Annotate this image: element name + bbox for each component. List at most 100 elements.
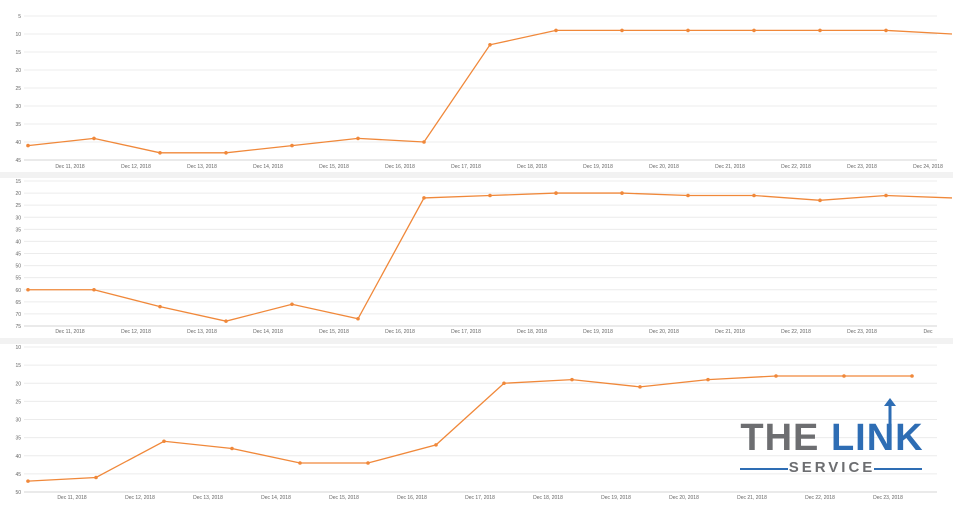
data-point[interactable] (290, 302, 294, 307)
y-tick-label: 10 (15, 345, 21, 351)
x-tick-label: Dec 21, 2018 (737, 495, 767, 501)
x-tick-label: Dec 18, 2018 (533, 495, 563, 501)
y-tick-label: 60 (15, 288, 21, 294)
x-tick-label: Dec 23, 2018 (847, 329, 877, 335)
logo-word-the: THE (740, 417, 820, 459)
data-point[interactable] (884, 193, 888, 198)
x-tick-label: Dec 14, 2018 (261, 495, 291, 501)
data-point[interactable] (230, 446, 234, 451)
x-tick-label: Dec 21, 2018 (715, 164, 745, 170)
x-tick-label: Dec 12, 2018 (125, 495, 155, 501)
logo-line-right (874, 468, 922, 470)
data-point[interactable] (290, 143, 294, 148)
logo-wordmark: THE LINK (738, 418, 926, 458)
x-tick-label: Dec 11, 2018 (55, 164, 85, 170)
y-tick-label: 40 (15, 239, 21, 245)
data-point[interactable] (570, 377, 574, 382)
x-tick-label: Dec 19, 2018 (583, 329, 613, 335)
chart-separator (0, 172, 953, 178)
data-point[interactable] (752, 193, 756, 198)
chart-2: 15 20 25 30 35 40 45 50 55 60 65 70 75 Dec 11, 2018 De… (0, 179, 953, 344)
x-tick-label: Dec 20, 2018 (669, 495, 699, 501)
chart-1: 5 10 15 20 25 30 35 40 45 Dec 11, 2018 Dec 12, 201… (0, 14, 953, 178)
y-tick-label: 45 (15, 158, 21, 164)
data-point[interactable] (752, 28, 756, 33)
y-tick-label: 30 (15, 215, 21, 221)
data-point[interactable] (554, 28, 558, 33)
data-point[interactable] (686, 193, 690, 198)
x-tick-label: Dec 18, 2018 (517, 329, 547, 335)
data-point[interactable] (92, 287, 96, 292)
data-point[interactable] (620, 191, 624, 195)
data-point[interactable] (356, 136, 360, 141)
y-tick-label: 30 (15, 418, 21, 424)
y-tick-label: 45 (15, 472, 21, 478)
data-point[interactable] (884, 28, 888, 33)
x-tick-label: Dec 16, 2018 (397, 495, 427, 501)
data-point[interactable] (422, 140, 426, 144)
data-point[interactable] (434, 443, 438, 447)
x-tick-label: Dec 15, 2018 (319, 329, 349, 335)
data-point[interactable] (910, 374, 914, 378)
y-tick-label: 35 (15, 436, 21, 442)
logo-subtitle: SERVICE (788, 459, 876, 476)
y-tick-label: 20 (15, 68, 21, 74)
data-point[interactable] (818, 198, 822, 203)
data-point[interactable] (224, 319, 228, 323)
logo: THE LINK SERVICE (738, 398, 926, 480)
data-point[interactable] (158, 151, 162, 155)
y-tick-label: 75 (15, 324, 21, 330)
data-point[interactable] (26, 287, 30, 292)
data-point[interactable] (94, 475, 98, 480)
x-tick-label: Dec 13, 2018 (187, 329, 217, 335)
x-tick-label: Dec 24, 2018 (913, 164, 943, 170)
x-tick-label: Dec 12, 2018 (121, 164, 151, 170)
x-tick-label: Dec 17, 2018 (451, 164, 481, 170)
x-tick-label: Dec 22, 2018 (805, 495, 835, 501)
data-point[interactable] (158, 304, 162, 309)
series-line (27, 375, 912, 482)
y-tick-label: 25 (15, 203, 21, 209)
y-tick-label: 15 (15, 363, 21, 369)
data-point[interactable] (620, 28, 624, 33)
data-point[interactable] (366, 461, 370, 465)
data-point[interactable] (92, 136, 96, 141)
y-tick-label: 50 (15, 264, 21, 270)
data-point[interactable] (356, 316, 360, 321)
data-point[interactable] (26, 479, 30, 483)
data-point[interactable] (502, 381, 506, 386)
data-point[interactable] (488, 43, 492, 47)
data-point[interactable] (298, 461, 302, 465)
data-point[interactable] (638, 385, 642, 389)
x-tick-label: Dec 19, 2018 (583, 164, 613, 170)
data-point[interactable] (554, 191, 558, 195)
data-point[interactable] (162, 439, 166, 444)
y-tick-label: 40 (15, 140, 21, 146)
data-point[interactable] (774, 374, 778, 378)
data-point[interactable] (818, 28, 822, 33)
y-tick-label: 40 (15, 454, 21, 460)
y-tick-label: 25 (15, 399, 21, 405)
data-point[interactable] (706, 377, 710, 382)
y-tick-label: 70 (15, 312, 21, 318)
x-tick-label: Dec 12, 2018 (121, 329, 151, 335)
x-tick-label: Dec 18, 2018 (517, 164, 547, 170)
data-point[interactable] (26, 143, 30, 148)
data-point[interactable] (686, 28, 690, 33)
data-point[interactable] (422, 196, 426, 200)
data-point[interactable] (842, 374, 846, 378)
x-tick-label: Dec 20, 2018 (649, 164, 679, 170)
y-tick-label: 20 (15, 191, 21, 197)
y-tick-label: 55 (15, 276, 21, 282)
x-tick-label: Dec 23, 2018 (847, 164, 877, 170)
data-point[interactable] (488, 193, 492, 198)
y-tick-label: 15 (15, 179, 21, 185)
x-tick-label: Dec 15, 2018 (319, 164, 349, 170)
y-tick-label: 10 (15, 32, 21, 38)
data-point[interactable] (224, 151, 228, 155)
y-tick-label: 20 (15, 381, 21, 387)
y-tick-label: 45 (15, 252, 21, 258)
chart-3: 10 15 20 25 30 35 40 45 50 Dec 11, 2018 Dec 12, 20… (15, 345, 937, 501)
x-tick-label: Dec (924, 329, 933, 335)
